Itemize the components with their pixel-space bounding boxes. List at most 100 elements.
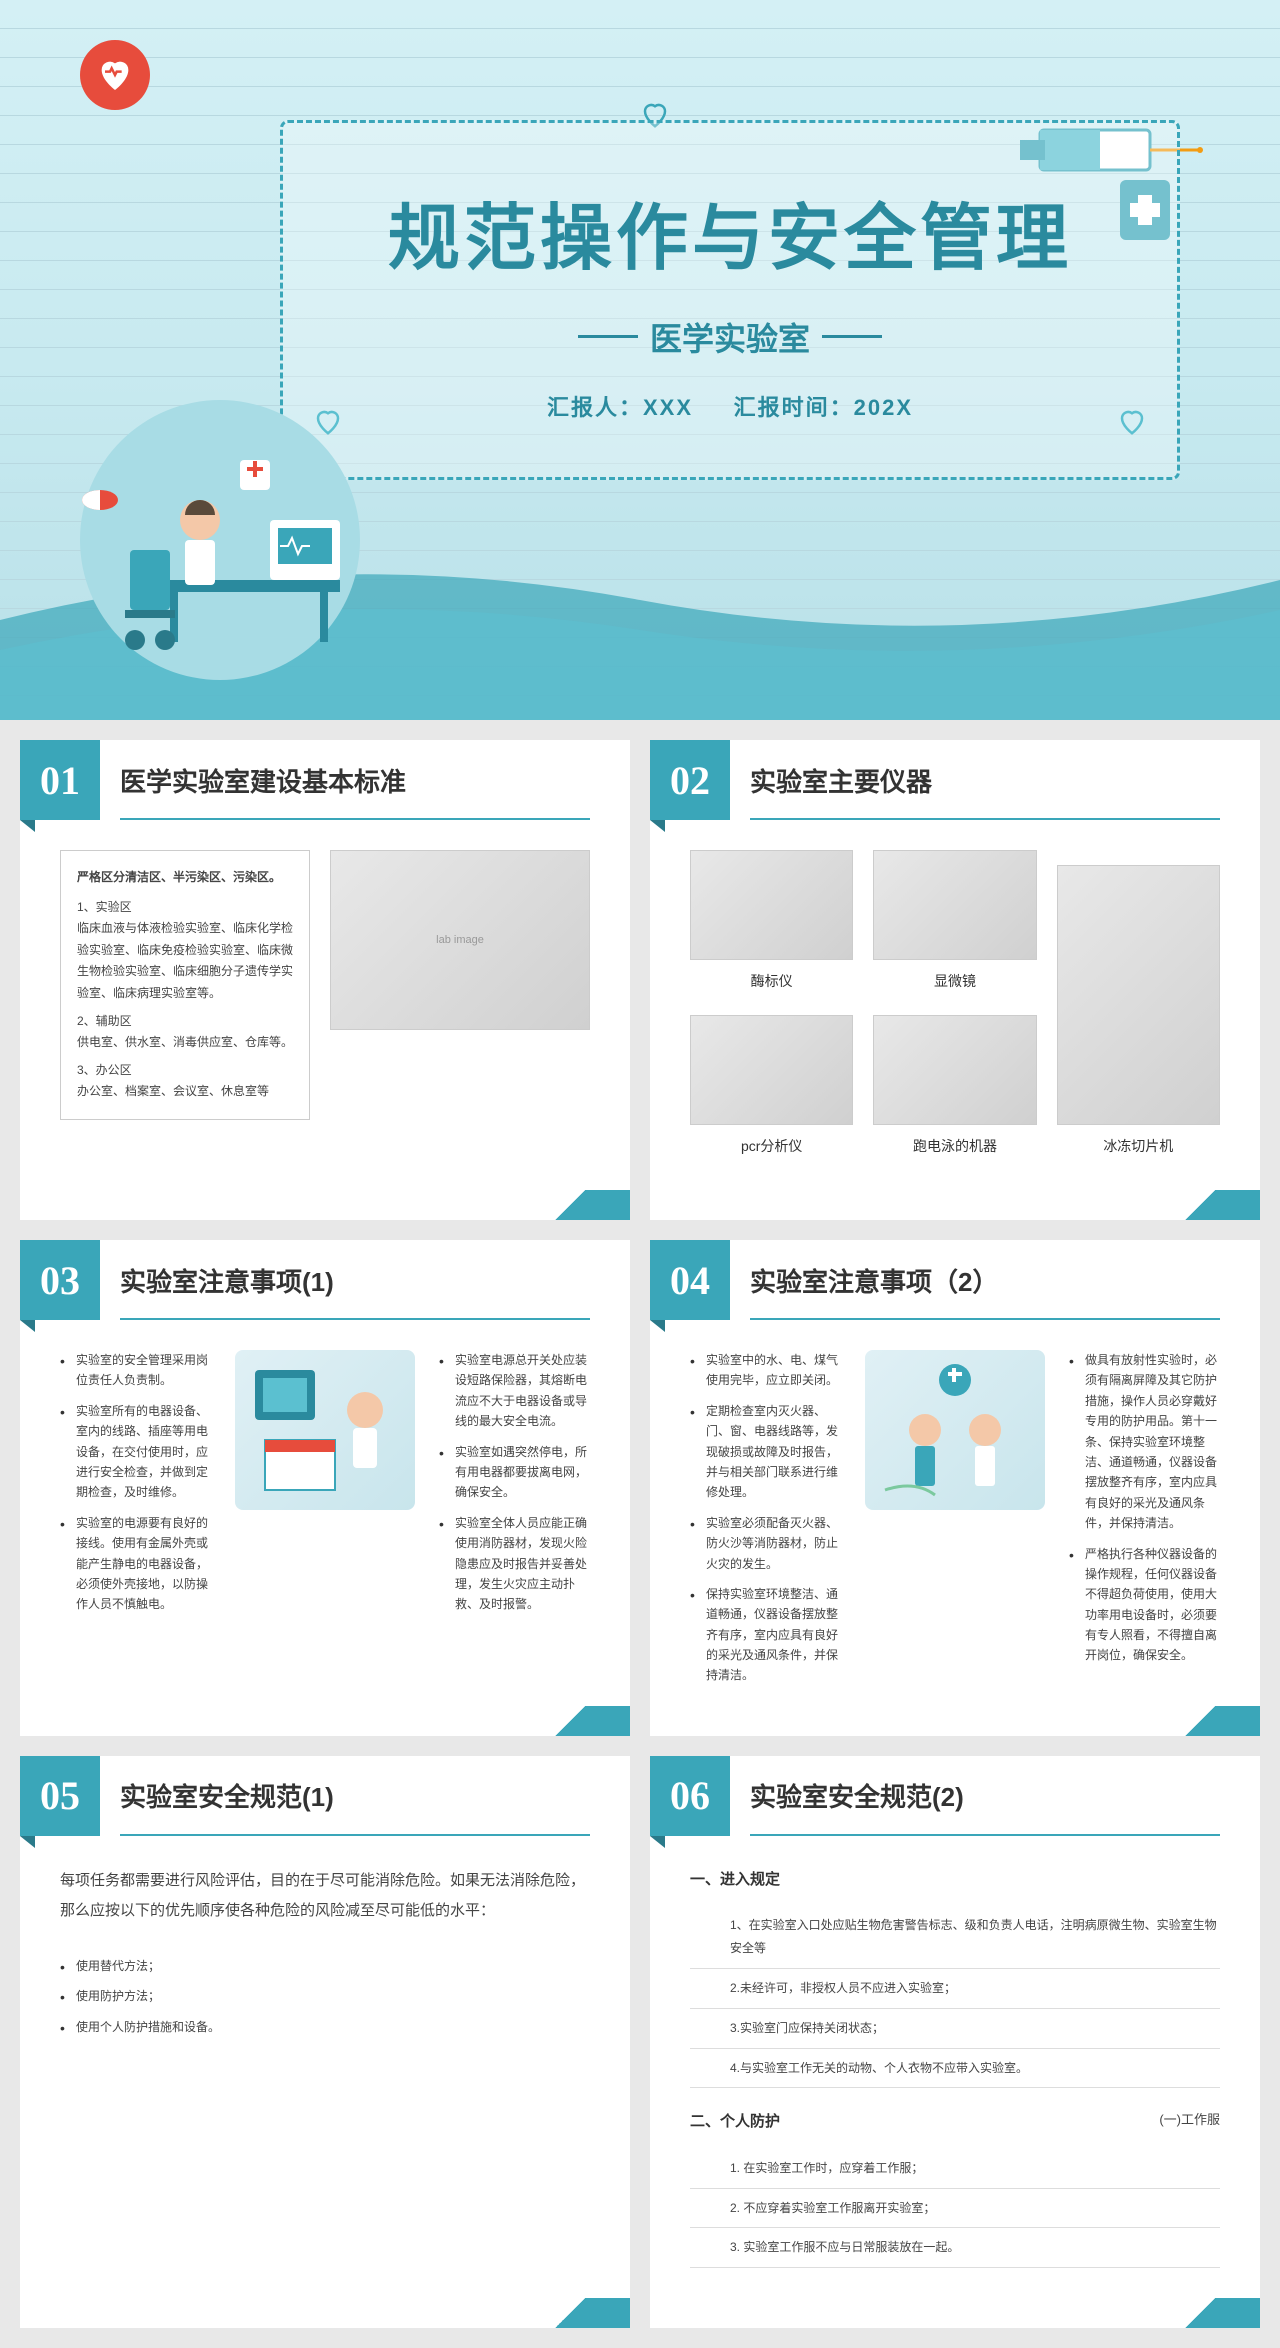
rule-item: 2.未经许可，非授权人员不应进入实验室；	[690, 1969, 1220, 2009]
date-label: 汇报时间：	[734, 395, 854, 420]
rule-item: 1、在实验室入口处应贴生物危害警告标志、级和负责人电话，注明病原微生物、实验室生…	[690, 1906, 1220, 1969]
card-number: 06	[650, 1756, 730, 1836]
standards-box: 严格区分清洁区、半污染区、污染区。 1、实验区临床血液与体液检验实验室、临床化学…	[60, 850, 310, 1120]
note-item: 实验室中的水、电、煤气使用完毕，应立即关闭。	[690, 1350, 841, 1391]
title-underline	[120, 1318, 590, 1320]
instrument-image	[690, 850, 853, 960]
title-underline	[750, 1318, 1220, 1320]
note-item: 定期检查室内灭火器、门、窗、电器线路等，发现破损或故障及时报告，并与相关部门联系…	[690, 1401, 841, 1503]
card-body: 每项任务都需要进行风险评估，目的在于尽可能消除危险。如果无法消除危险，那么应按以…	[20, 1836, 630, 2087]
notes-col2: 做具有放射性实验时，必须有隔离屏障及其它防护措施，操作人员必穿戴好专用的防护用品…	[1069, 1350, 1220, 1696]
note-item: 实验室的电源要有良好的接线。使用有金属外壳或能产生静电的电器设备，必须使外壳接地…	[60, 1513, 211, 1615]
card-body: 酶标仪 显微镜 冰冻切片机 pcr分析仪 跑电泳的机器	[650, 820, 1260, 1199]
instrument-item: 显微镜	[873, 850, 1036, 995]
small-heart-icon	[1117, 407, 1147, 437]
hero-title: 规范操作与安全管理	[388, 179, 1072, 284]
card-05: 05 实验室安全规范(1) 每项任务都需要进行风险评估，目的在于尽可能消除危险。…	[20, 1756, 630, 2328]
note-item: 实验室全体人员应能正确使用消防器材，发现火险隐患应及时报告并妥善处理，发生火灾应…	[439, 1513, 590, 1615]
instrument-label: pcr分析仪	[741, 1133, 802, 1160]
heart-icon	[80, 40, 150, 110]
item-3: 3、办公区办公室、档案室、会议室、休息室等	[77, 1060, 293, 1103]
note-item: 实验室如遇突然停电，所有用电器都要拔离电网，确保安全。	[439, 1442, 590, 1503]
card-header: 02 实验室主要仪器	[650, 740, 1260, 820]
note-item: 实验室必须配备灭火器、防火沙等消防器材，防止火灾的发生。	[690, 1513, 841, 1574]
note-item: 保持实验室环境整洁、通道畅通，仪器设备摆放整齐有序，室内应具有良好的采光及通风条…	[690, 1584, 841, 1686]
card-header: 04 实验室注意事项（2）	[650, 1240, 1260, 1320]
card-01: 01 医学实验室建设基本标准 严格区分清洁区、半污染区、污染区。 1、实验区临床…	[20, 740, 630, 1220]
title-underline	[750, 1834, 1220, 1836]
note-item: 做具有放射性实验时，必须有隔离屏障及其它防护措施，操作人员必穿戴好专用的防护用品…	[1069, 1350, 1220, 1534]
card-title: 实验室安全规范(1)	[100, 1777, 334, 1814]
notes-col1: 实验室中的水、电、煤气使用完毕，应立即关闭。 定期检查室内灭火器、门、窗、电器线…	[690, 1350, 841, 1696]
note-item: 实验室所有的电器设备、室内的线路、插座等用电设备，在交付使用时，应进行安全检查，…	[60, 1401, 211, 1503]
title-underline	[750, 818, 1220, 820]
card-number: 05	[20, 1756, 100, 1836]
instrument-image	[873, 1015, 1036, 1125]
instrument-item: 跑电泳的机器	[873, 1015, 1036, 1160]
medical-staff-illustration	[865, 1350, 1045, 1510]
instrument-label: 酶标仪	[751, 968, 793, 995]
title-underline	[120, 1834, 590, 1836]
note-item: 实验室的安全管理采用岗位责任人负责制。	[60, 1350, 211, 1391]
card-title: 实验室注意事项(1)	[100, 1262, 334, 1299]
rule-heading: 二、个人防护	[690, 2108, 780, 2137]
card-header: 05 实验室安全规范(1)	[20, 1756, 630, 1836]
card-number: 03	[20, 1240, 100, 1320]
card-06: 06 实验室安全规范(2) 一、进入规定 1、在实验室入口处应贴生物危害警告标志…	[650, 1756, 1260, 2328]
instrument-item: 冰冻切片机	[1057, 865, 1220, 1160]
instrument-label: 显微镜	[934, 968, 976, 995]
card-title: 实验室安全规范(2)	[730, 1777, 964, 1814]
hero-subtitle: 医学实验室	[578, 314, 882, 360]
card-title: 医学实验室建设基本标准	[100, 762, 406, 799]
notes-col2: 实验室电源总开关处应装设短路保险器，其熔断电流应不大于电器设备或导线的最大安全电…	[439, 1350, 590, 1625]
method-item: 使用个人防护措施和设备。	[60, 2017, 590, 2037]
doctor-illustration	[235, 1350, 415, 1510]
method-item: 使用防护方法；	[60, 1986, 590, 2006]
date-value: 202X	[854, 395, 913, 420]
card-header: 03 实验室注意事项(1)	[20, 1240, 630, 1320]
instrument-image	[873, 850, 1036, 960]
instrument-label: 跑电泳的机器	[913, 1133, 997, 1160]
item-1: 1、实验区临床血液与体液检验实验室、临床化学检验实验室、临床免疫检验实验室、临床…	[77, 897, 293, 1005]
rule-item: 4.与实验室工作无关的动物、个人衣物不应带入实验室。	[690, 2049, 1220, 2089]
item-2: 2、辅助区供电室、供水室、消毒供应室、仓库等。	[77, 1011, 293, 1054]
methods-list: 使用替代方法； 使用防护方法； 使用个人防护措施和设备。	[60, 1956, 590, 2037]
card-body: 实验室的安全管理采用岗位责任人负责制。 实验室所有的电器设备、室内的线路、插座等…	[20, 1320, 630, 1665]
doctor-illustration	[40, 400, 420, 680]
card-04: 04 实验室注意事项（2） 实验室中的水、电、煤气使用完毕，应立即关闭。 定期检…	[650, 1240, 1260, 1736]
instrument-image	[690, 1015, 853, 1125]
corner-decoration	[1140, 1706, 1260, 1736]
corner-decoration	[510, 2298, 630, 2328]
note-item: 实验室电源总开关处应装设短路保险器，其熔断电流应不大于电器设备或导线的最大安全电…	[439, 1350, 590, 1432]
instrument-image	[1057, 865, 1220, 1125]
card-header: 01 医学实验室建设基本标准	[20, 740, 630, 820]
card-title: 实验室注意事项（2）	[730, 1262, 998, 1299]
title-underline	[120, 818, 590, 820]
note-item: 严格执行各种仪器设备的操作规程，任何仪器设备不得超负荷使用，使用大功率用电设备时…	[1069, 1544, 1220, 1666]
card-02: 02 实验室主要仪器 酶标仪 显微镜 冰冻切片机	[650, 740, 1260, 1220]
corner-decoration	[1140, 2298, 1260, 2328]
corner-decoration	[510, 1706, 630, 1736]
rule-section-2: 二、个人防护 (一)工作服 1. 在实验室工作时，应穿着工作服； 2. 不应穿着…	[690, 2108, 1220, 2268]
rule-section-1: 一、进入规定 1、在实验室入口处应贴生物危害警告标志、级和负责人电话，注明病原微…	[690, 1866, 1220, 2088]
reporter-label: 汇报人：	[547, 395, 643, 420]
rule-item: 3. 实验室工作服不应与日常服装放在一起。	[690, 2228, 1220, 2268]
intro-text: 每项任务都需要进行风险评估，目的在于尽可能消除危险。如果无法消除危险，那么应按以…	[60, 1866, 590, 1926]
card-body: 一、进入规定 1、在实验室入口处应贴生物危害警告标志、级和负责人电话，注明病原微…	[650, 1836, 1260, 2328]
lab-photo: lab image	[330, 850, 590, 1030]
card-title: 实验室主要仪器	[730, 762, 932, 799]
reporter-value: XXX	[643, 395, 693, 420]
corner-decoration	[510, 1190, 630, 1220]
card-number: 01	[20, 740, 100, 820]
instrument-item: pcr分析仪	[690, 1015, 853, 1160]
rule-item: 3.实验室门应保持关闭状态；	[690, 2009, 1220, 2049]
hero-info: 汇报人：XXX 汇报时间：202X	[547, 390, 913, 422]
instrument-label: 冰冻切片机	[1103, 1133, 1173, 1160]
card-number: 02	[650, 740, 730, 820]
notes-col1: 实验室的安全管理采用岗位责任人负责制。 实验室所有的电器设备、室内的线路、插座等…	[60, 1350, 211, 1625]
card-03: 03 实验室注意事项(1) 实验室的安全管理采用岗位责任人负责制。 实验室所有的…	[20, 1240, 630, 1736]
card-number: 04	[650, 1240, 730, 1320]
box-heading: 严格区分清洁区、半污染区、污染区。	[77, 867, 293, 889]
hero-slide: 规范操作与安全管理 医学实验室 汇报人：XXX 汇报时间：202X	[0, 0, 1280, 720]
rule-subheading: (一)工作服	[1159, 2108, 1220, 2149]
